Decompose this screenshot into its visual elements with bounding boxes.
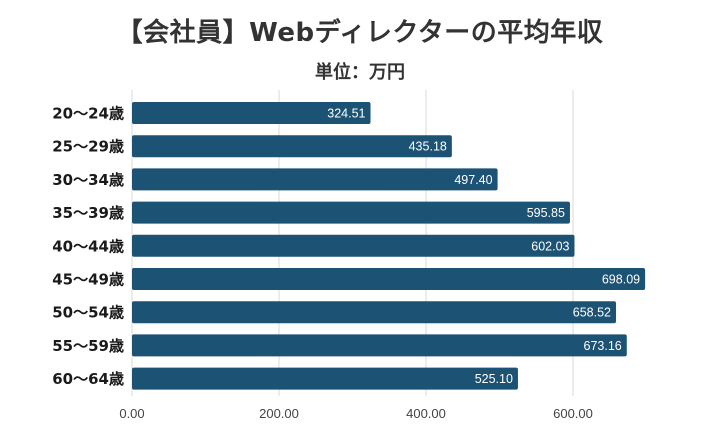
bar-4 xyxy=(132,234,575,257)
bar-3 xyxy=(132,201,570,224)
bar-5 xyxy=(132,268,646,290)
category-label: 40〜44歳 xyxy=(52,237,124,255)
x-tick-label: 0.00 xyxy=(119,406,144,421)
bar-7 xyxy=(132,334,627,357)
bar-value-label: 324.51 xyxy=(327,107,365,121)
bar-value-label: 658.52 xyxy=(573,306,611,320)
x-tick-label: 600.00 xyxy=(553,406,593,421)
bar-1 xyxy=(132,135,452,158)
chart-title: 【会社員】Webディレクターの平均年収 xyxy=(116,18,604,48)
bar-value-label: 497.40 xyxy=(454,173,492,187)
category-label: 50〜54歳 xyxy=(52,304,124,322)
x-tick-label: 200.00 xyxy=(259,406,299,421)
chart-subtitle: 単位：万円 xyxy=(315,62,405,83)
bars-layer: 324.51 435.18 497.40 595.85 602.03 698.09 658.… xyxy=(132,102,646,390)
bar-value-label: 602.03 xyxy=(531,239,569,253)
bar-value-label: 673.16 xyxy=(584,339,622,353)
bar-2 xyxy=(132,168,498,191)
category-label: 60〜64歳 xyxy=(52,370,124,388)
category-labels: 20〜24歳 25〜29歳 30〜34歳 35〜39歳 40〜44歳 45〜49歳 50〜5… xyxy=(52,105,124,389)
bar-value-label: 435.18 xyxy=(409,140,447,154)
bar-8 xyxy=(132,367,518,390)
x-tick-labels: 0.00 200.00 400.00 600.00 xyxy=(119,406,593,421)
bar-value-label: 595.85 xyxy=(527,206,565,220)
category-label: 30〜34歳 xyxy=(52,171,124,189)
category-label: 55〜59歳 xyxy=(52,337,124,355)
category-label: 20〜24歳 xyxy=(52,105,124,123)
category-label: 45〜49歳 xyxy=(52,271,124,289)
bar-value-label: 525.10 xyxy=(475,372,513,386)
bar-0 xyxy=(132,102,371,124)
category-label: 25〜29歳 xyxy=(52,138,124,156)
x-tick-label: 400.00 xyxy=(406,406,446,421)
category-label: 35〜39歳 xyxy=(52,204,124,222)
bar-value-label: 698.09 xyxy=(602,273,640,287)
bar-6 xyxy=(132,301,617,324)
